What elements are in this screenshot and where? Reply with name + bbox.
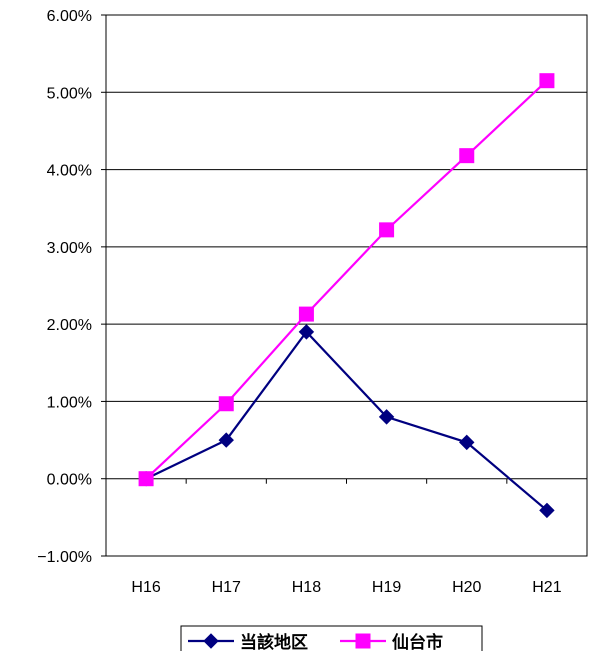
y-tick-label: 6.00% [47, 8, 92, 25]
data-point-square [355, 633, 371, 649]
y-tick-label: 4.00% [47, 163, 92, 180]
legend: 当該地区 仙台市 [180, 625, 483, 651]
data-point-square [218, 396, 234, 412]
y-tick-label: 1.00% [47, 394, 92, 411]
legend-box [180, 625, 483, 651]
x-tick-label: H16 [131, 579, 160, 596]
series-1 [138, 324, 555, 519]
series-line [145, 330, 548, 512]
legend-label: 仙台市 [392, 632, 443, 651]
data-point-square [298, 306, 314, 322]
x-tick-label: H17 [212, 579, 241, 596]
y-axis-ticks: −1.00% 0.00% 1.00% 2.00% 3.00% 4.00% 5.00% 6.00… [37, 8, 106, 566]
data-point-square [539, 73, 555, 89]
data-point-diamond [203, 633, 219, 649]
x-tick-label: H20 [452, 579, 481, 596]
x-axis: H16 H17 H18 H19 H20 H21 [105, 478, 588, 596]
y-tick-label: 2.00% [47, 317, 92, 334]
gridlines [106, 91, 587, 402]
data-point-square [379, 222, 395, 238]
data-point-square [459, 148, 475, 164]
data-point-diamond [539, 502, 555, 519]
data-point-diamond [378, 409, 395, 425]
y-tick-label: 0.00% [47, 472, 92, 489]
x-tick-label: H21 [532, 579, 561, 596]
legend-label: 当該地区 [240, 632, 308, 651]
y-tick-label: −1.00% [37, 549, 92, 566]
series-2 [138, 73, 555, 487]
data-point-diamond [218, 432, 234, 448]
plot-area-border [105, 14, 588, 557]
data-point-diamond [298, 324, 315, 340]
y-tick-label: 3.00% [47, 240, 92, 257]
series-lines [138, 73, 555, 519]
data-point-diamond [459, 434, 475, 451]
y-tick-label: 5.00% [47, 85, 92, 102]
series-line [145, 79, 548, 480]
x-tick-label: H19 [372, 579, 401, 596]
data-point-square [138, 471, 154, 487]
x-tick-label: H18 [292, 579, 321, 596]
